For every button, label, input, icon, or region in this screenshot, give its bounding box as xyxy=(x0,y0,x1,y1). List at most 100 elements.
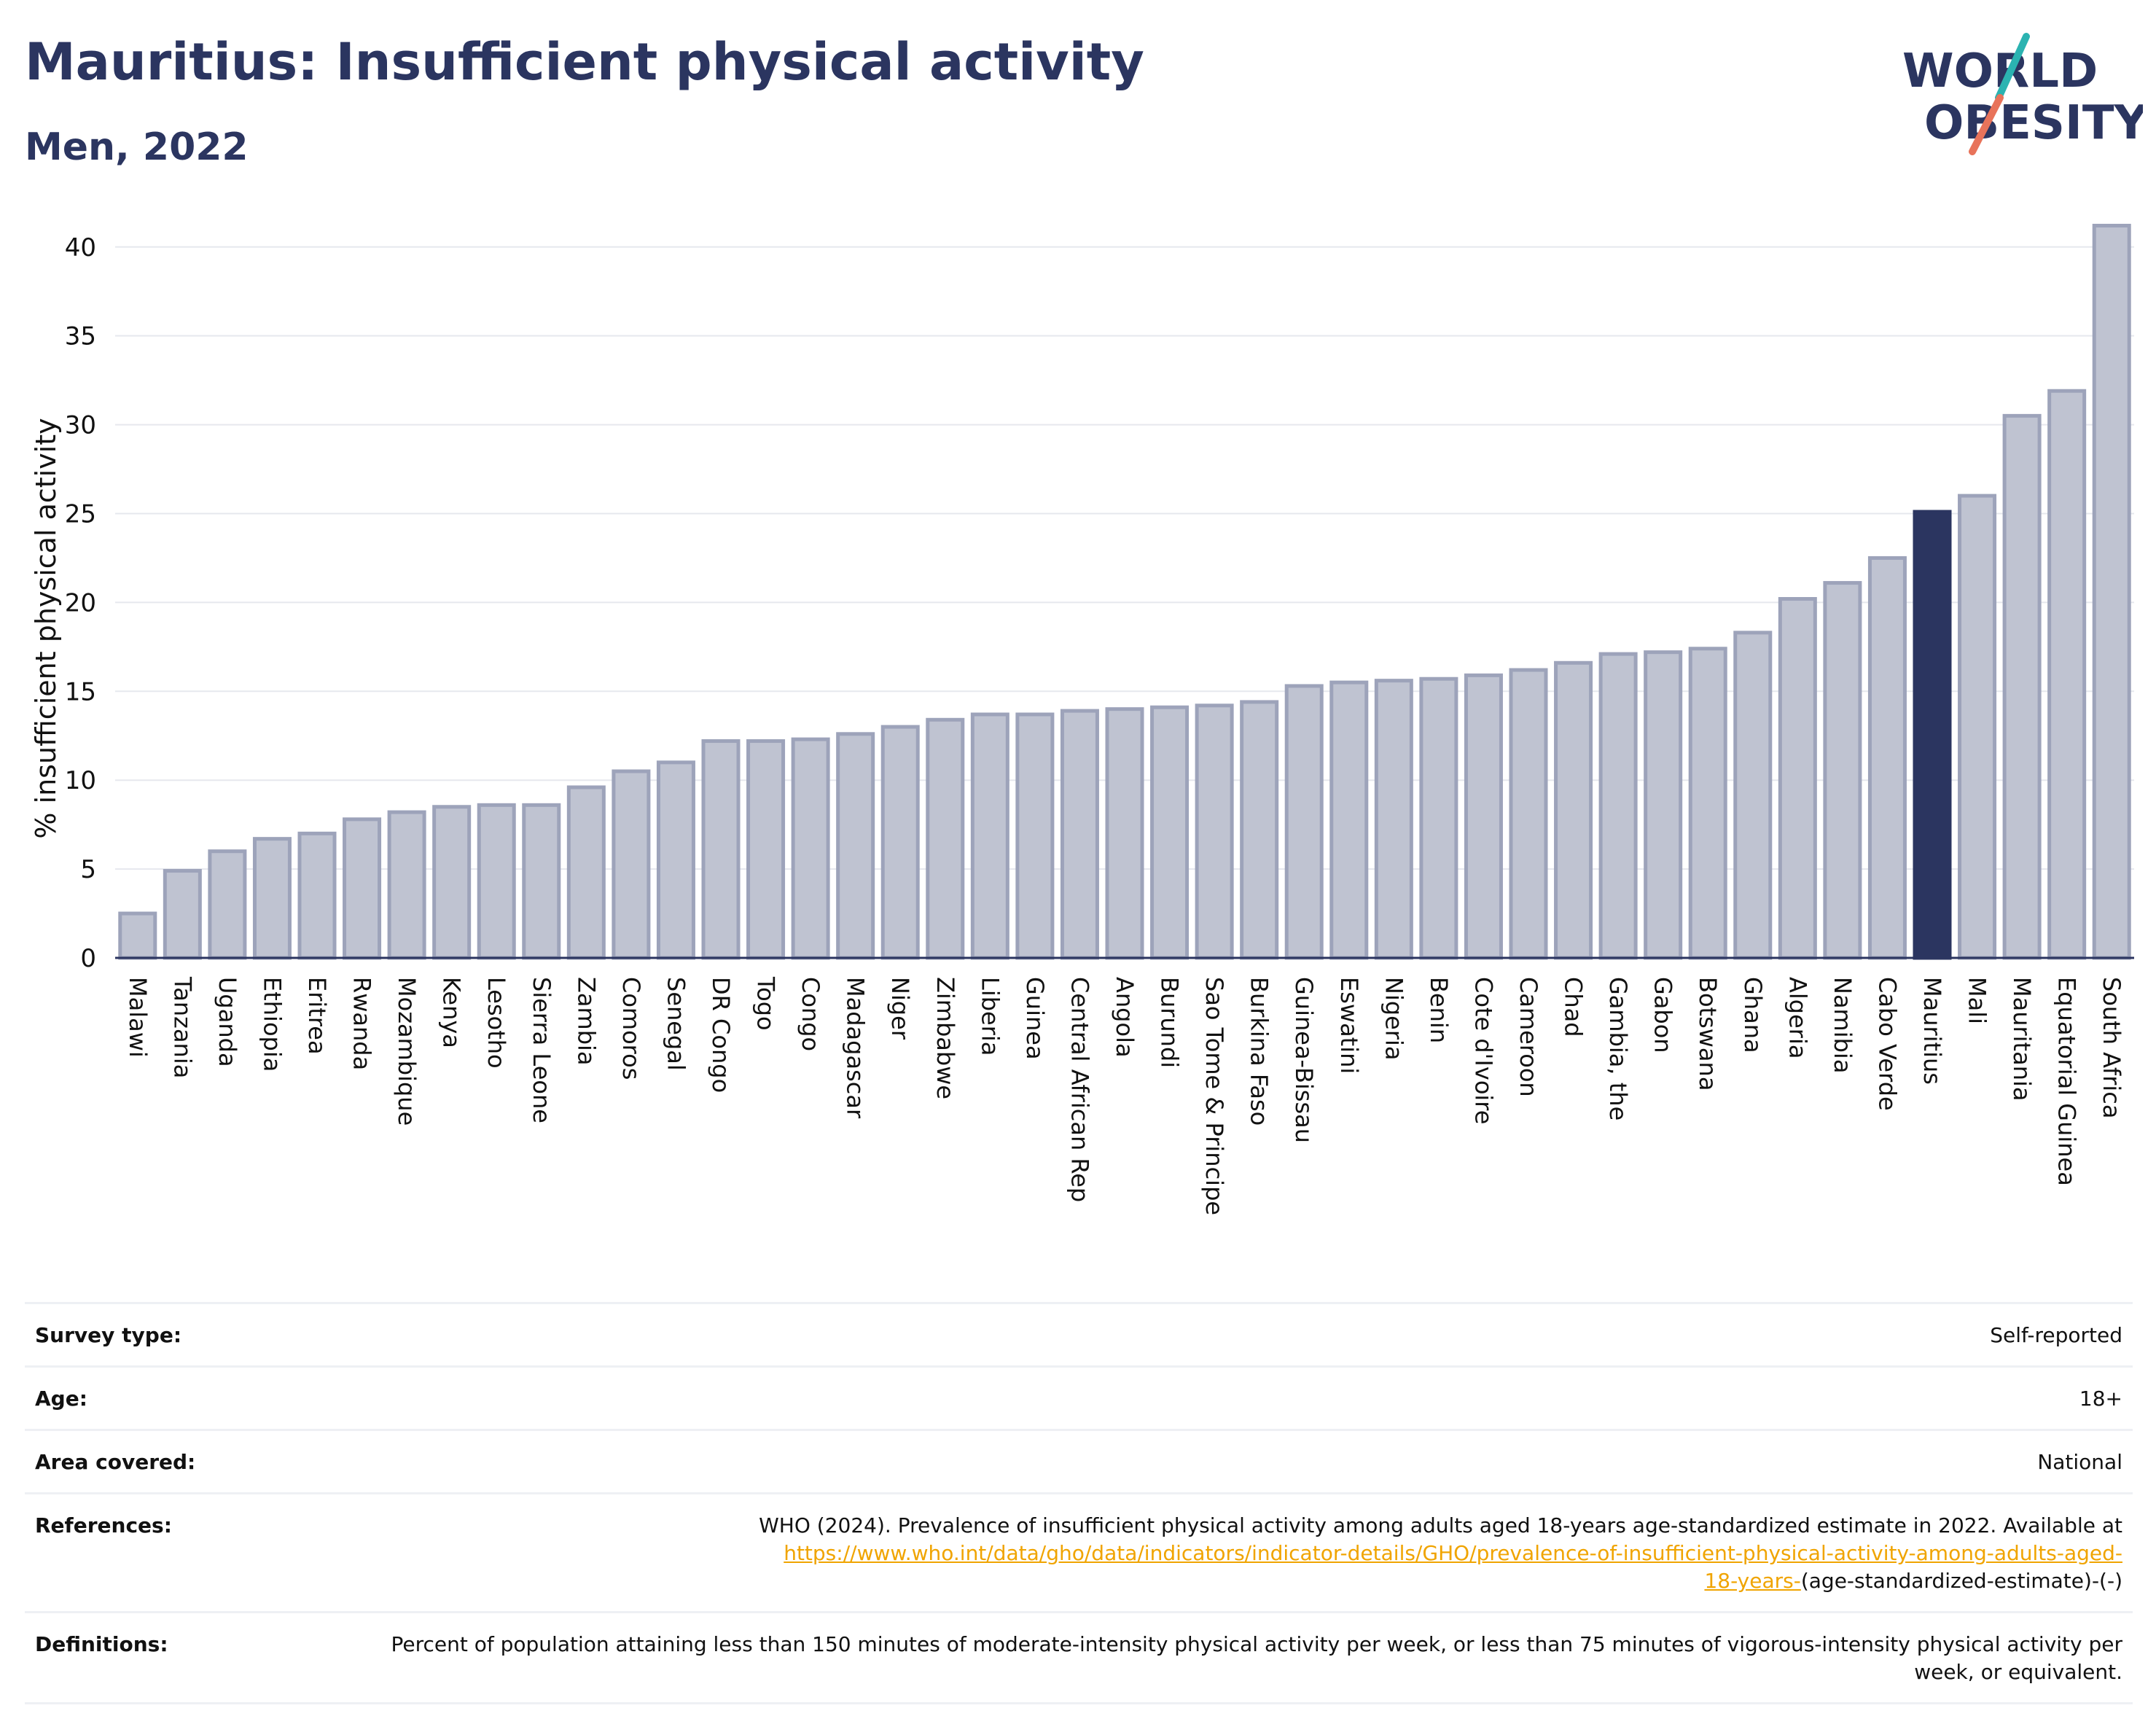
x-tick-label: Ethiopia xyxy=(258,977,286,1072)
area-label: Area covered: xyxy=(25,1429,341,1494)
x-tick-label: Togo xyxy=(752,976,780,1031)
bar xyxy=(1823,581,1862,960)
x-tick-label: Eritrea xyxy=(303,977,331,1055)
x-tick-label: Burundi xyxy=(1156,977,1184,1068)
x-tick-label: Cote d'Ivoire xyxy=(1469,977,1497,1124)
x-tick-label: Algeria xyxy=(1784,977,1811,1058)
x-tick-label: Botswana xyxy=(1694,977,1722,1091)
references-link-continued[interactable]: 18-years- xyxy=(1704,1569,1801,1593)
bar xyxy=(1598,652,1638,960)
definitions-value: Percent of population attaining less tha… xyxy=(341,1611,2133,1704)
references-label: References: xyxy=(25,1492,341,1613)
bar xyxy=(387,810,426,960)
x-tick-label: Angola xyxy=(1111,977,1138,1058)
x-tick-label: Liberia xyxy=(976,977,1004,1056)
x-tick-label: Lesotho xyxy=(483,977,510,1069)
bar xyxy=(1509,668,1548,960)
bar xyxy=(836,732,875,960)
bar xyxy=(1195,703,1234,960)
bar xyxy=(2002,413,2042,960)
references-suffix: (age-standardized-estimate)-(-) xyxy=(1800,1569,2122,1593)
logo-line-2: OBESITY xyxy=(1924,96,2143,150)
bar xyxy=(432,805,472,960)
x-tick-label: Ghana xyxy=(1739,977,1767,1053)
x-tick-label: Benin xyxy=(1425,977,1453,1043)
x-tick-label: Mauritius xyxy=(1918,977,1946,1085)
bar xyxy=(477,803,516,960)
y-tick-label: 0 xyxy=(80,944,96,973)
references-link[interactable]: https://www.who.int/data/gho/data/indica… xyxy=(784,1541,2122,1565)
x-tick-label: Zambia xyxy=(572,977,600,1066)
logo-slash-teal-icon xyxy=(1995,33,2030,101)
x-tick-label: Sao Tome & Principe xyxy=(1200,977,1228,1215)
x-axis-labels: Malawi Tanzania Uganda Ethiopia Eritrea Rwand… xyxy=(124,976,2125,1215)
bar xyxy=(1688,647,1727,960)
y-tick-label: 25 xyxy=(65,499,96,529)
references-value: WHO (2024). Prevalence of insufficient p… xyxy=(341,1492,2133,1613)
bar xyxy=(252,837,292,960)
bar xyxy=(118,911,157,960)
x-tick-label: Cabo Verde xyxy=(1873,977,1901,1111)
x-tick-label: DR Congo xyxy=(707,977,735,1093)
x-tick-label: Central African Rep xyxy=(1066,977,1093,1202)
bar xyxy=(2047,389,2087,960)
references-row: References: WHO (2024). Prevalence of in… xyxy=(25,1492,2133,1613)
bar xyxy=(2092,224,2131,960)
world-obesity-logo: WORLD OBESITY xyxy=(1902,33,2143,155)
x-tick-label: Madagascar xyxy=(842,977,870,1119)
age-label: Age: xyxy=(25,1365,341,1430)
area-row: Area covered: National xyxy=(25,1429,2133,1494)
bar xyxy=(1778,597,1817,960)
x-tick-label: Sierra Leone xyxy=(528,977,555,1123)
bar xyxy=(701,739,741,960)
survey-type-value: Self-reported xyxy=(341,1302,2133,1367)
bar xyxy=(1644,650,1683,960)
y-axis-title: % insufficient physical activity xyxy=(30,418,62,838)
x-tick-label: Tanzania xyxy=(168,976,196,1078)
bar xyxy=(343,817,382,960)
bar xyxy=(1329,680,1369,960)
bar xyxy=(1240,700,1279,960)
x-tick-label: Congo xyxy=(797,977,824,1051)
age-value: 18+ xyxy=(341,1365,2133,1430)
x-tick-label: Gambia, the xyxy=(1604,977,1632,1120)
x-tick-label: Malawi xyxy=(124,977,152,1058)
bar xyxy=(746,739,786,960)
bar xyxy=(1958,494,1997,960)
y-tick-label: 15 xyxy=(65,677,96,706)
x-tick-label: Mali xyxy=(1964,977,1991,1024)
bar xyxy=(970,712,1009,960)
y-tick-label: 40 xyxy=(65,233,96,262)
x-tick-label: Burkina Faso xyxy=(1246,977,1273,1126)
bar xyxy=(1284,684,1324,960)
y-tick-label: 10 xyxy=(65,766,96,795)
x-tick-label: Guinea xyxy=(1021,977,1049,1060)
x-tick-label: Nigeria xyxy=(1380,977,1407,1060)
bar xyxy=(1374,679,1413,960)
y-tick-label: 35 xyxy=(65,322,96,351)
x-tick-label: Chad xyxy=(1560,977,1587,1037)
x-tick-label: Mauritania xyxy=(2008,977,2036,1101)
x-tick-label: Eswatini xyxy=(1335,977,1363,1074)
x-tick-label: Namibia xyxy=(1829,977,1856,1073)
bar xyxy=(1105,707,1144,960)
logo-slash-coral-icon xyxy=(1969,94,2004,155)
bar xyxy=(926,717,965,960)
y-tick-label: 5 xyxy=(80,855,96,884)
definitions-row: Definitions: Percent of population attai… xyxy=(25,1611,2133,1704)
bar xyxy=(656,760,695,960)
x-tick-label: Guinea-Bissau xyxy=(1290,977,1318,1143)
bar xyxy=(612,769,651,960)
bar-highlighted xyxy=(1913,510,1952,960)
x-tick-label: Gabon xyxy=(1649,977,1677,1053)
bar xyxy=(522,803,561,960)
bar xyxy=(1150,705,1190,960)
x-tick-label: Niger xyxy=(886,977,914,1040)
bar xyxy=(1733,631,1773,960)
x-tick-label: Kenya xyxy=(438,977,466,1048)
bar xyxy=(1867,555,1907,960)
x-tick-label: Senegal xyxy=(662,977,690,1071)
x-tick-label: Uganda xyxy=(214,977,241,1067)
bar xyxy=(1419,677,1458,960)
bar xyxy=(791,737,830,960)
